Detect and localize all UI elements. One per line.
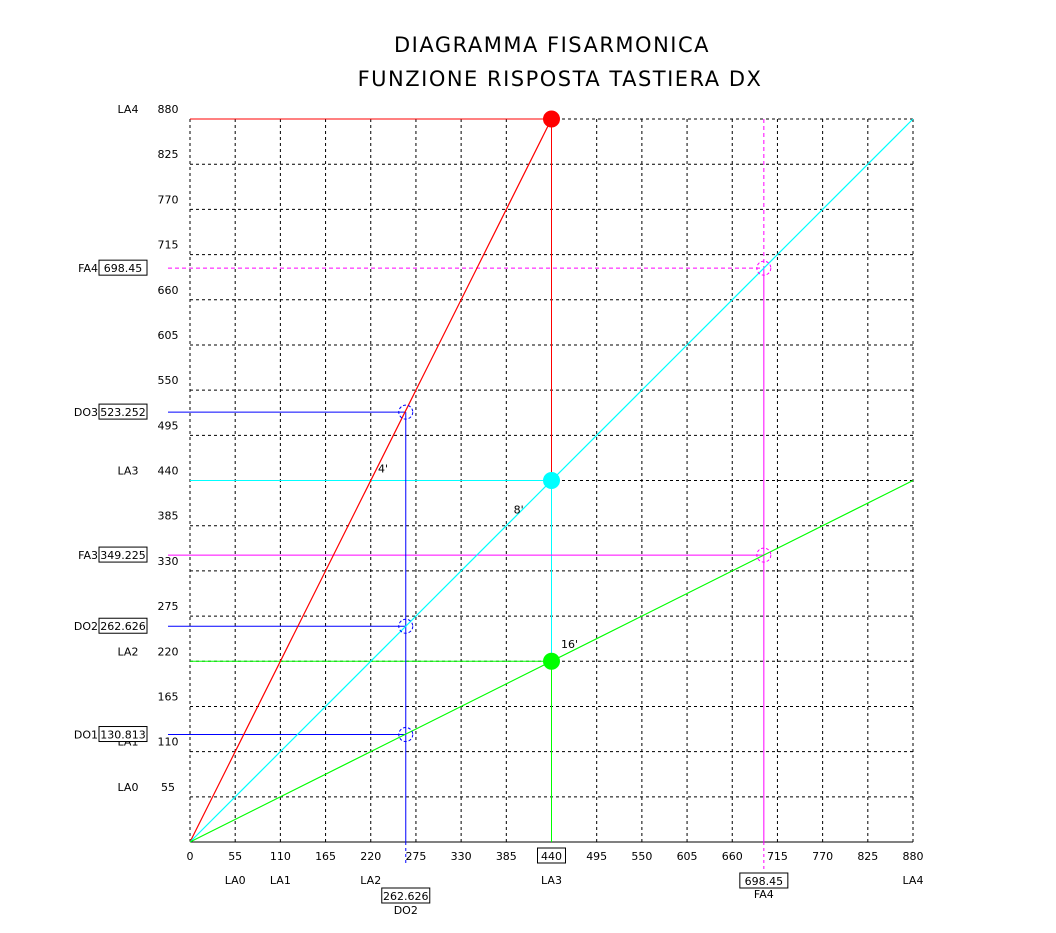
y-tick-label: 880	[158, 103, 179, 116]
y-box-value: 262.626	[100, 620, 146, 633]
intersection-marker	[756, 260, 772, 276]
x-tick-label: 770	[812, 850, 833, 863]
x-box	[537, 847, 566, 864]
y-note-label: LA0	[118, 781, 139, 794]
y-tick-label: 660	[158, 284, 179, 297]
y-tick-label: 495	[158, 419, 179, 432]
y-tick-label: 825	[158, 148, 179, 161]
y-note-label: LA2	[118, 645, 139, 658]
x-box-note: DO2	[394, 904, 418, 917]
y-box-note: DO1	[74, 729, 98, 742]
intersection-marker	[398, 404, 414, 420]
y-box-note: DO3	[74, 406, 98, 419]
y-box-note: FA4	[78, 262, 98, 275]
y-box	[98, 546, 148, 563]
x-tick-label: 825	[857, 850, 878, 863]
y-tick-label: 385	[158, 510, 179, 523]
y-tick-label: 550	[158, 374, 179, 387]
chart-subtitle: FUNZIONE RISPOSTA TASTIERA DX	[358, 67, 763, 91]
x-tick-label: 550	[631, 850, 652, 863]
x-tick-label: 715	[767, 850, 788, 863]
series-label: 8'	[514, 503, 524, 516]
x-tick-label: 385	[496, 850, 517, 863]
x-tick-label: 110	[270, 850, 291, 863]
intersection-marker	[398, 618, 414, 634]
series-label: 4'	[378, 462, 388, 475]
y-tick-label: 110	[158, 736, 179, 749]
x-note-label: LA1	[270, 874, 291, 887]
x-tick-label: 55	[228, 850, 242, 863]
x-note-label: LA4	[903, 874, 924, 887]
y-box-value: 698.45	[104, 262, 143, 275]
x-tick-label: 330	[451, 850, 472, 863]
y-box	[98, 726, 148, 743]
chart-title: DIAGRAMMA FISARMONICA	[394, 33, 710, 57]
y-box-value: 349.225	[100, 549, 146, 562]
x-note-label: LA3	[541, 874, 562, 887]
plot-area: 0 55 110 165 220 275 330 385 495 550 605 660 715 770 8…	[74, 103, 924, 917]
x-box	[381, 887, 431, 904]
x-box	[739, 872, 789, 889]
x-note-label: LA2	[360, 874, 381, 887]
series-line	[189, 118, 553, 843]
series-label: 16'	[561, 638, 578, 651]
y-tick-label: 440	[158, 465, 179, 478]
key-point	[543, 110, 560, 128]
x-box-value: 262.626	[383, 890, 429, 903]
y-box	[98, 617, 148, 634]
x-tick-label: 275	[405, 850, 426, 863]
x-tick-label: 880	[903, 850, 924, 863]
x-box-value: 698.45	[745, 875, 784, 888]
x-tick-label: 605	[677, 850, 698, 863]
y-box-note: DO2	[74, 620, 98, 633]
y-tick-label: 55	[161, 781, 175, 794]
x-note-label: LA0	[225, 874, 246, 887]
y-box	[98, 403, 148, 420]
y-box	[98, 259, 148, 276]
y-tick-label: 770	[158, 193, 179, 206]
x-tick-label: 660	[722, 850, 743, 863]
y-note-label: LA4	[118, 103, 139, 116]
y-tick-label: 275	[158, 600, 179, 613]
y-tick-label: 605	[158, 329, 179, 342]
x-tick-label: 220	[360, 850, 381, 863]
intersection-marker	[756, 547, 772, 563]
y-tick-label: 220	[158, 645, 179, 658]
y-tick-label: 715	[158, 239, 179, 252]
x-tick-label: 165	[315, 850, 336, 863]
x-box-value: 440	[541, 850, 562, 863]
y-box-value: 130.813	[100, 729, 146, 742]
key-point	[543, 472, 560, 489]
x-box-note: FA4	[754, 888, 774, 901]
x-tick-label: 495	[586, 850, 607, 863]
y-tick-label: 330	[158, 555, 179, 568]
x-tick-label: 0	[187, 850, 194, 863]
y-box-note: FA3	[78, 549, 98, 562]
key-point	[543, 652, 560, 670]
y-note-label: LA3	[118, 465, 139, 478]
intersection-marker	[398, 727, 414, 743]
y-tick-label: 165	[158, 690, 179, 703]
y-box-value: 523.252	[100, 406, 146, 419]
